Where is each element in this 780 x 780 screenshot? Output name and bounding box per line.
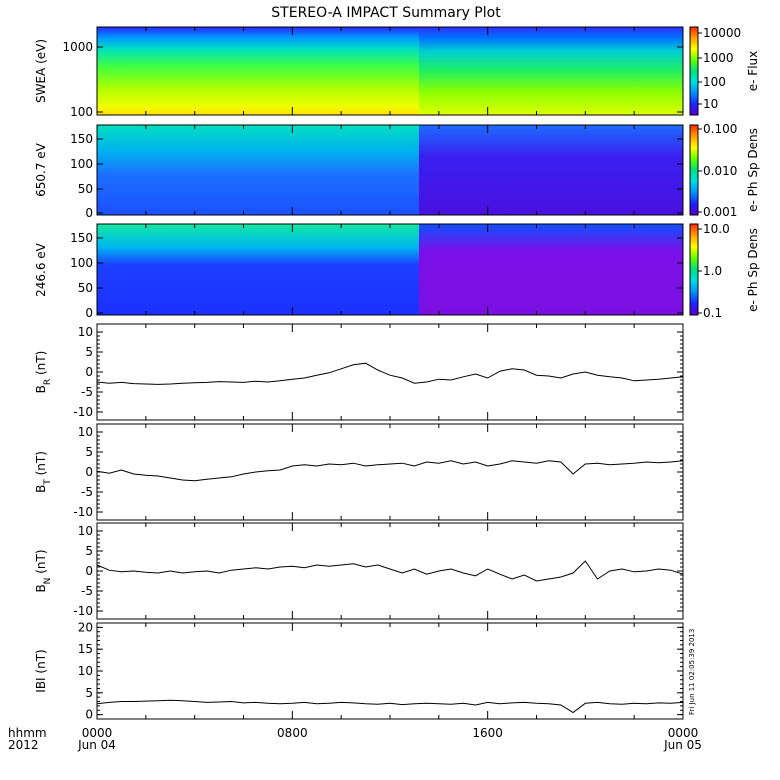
- ytick-label: 0: [85, 564, 93, 578]
- field-series-line: [96, 460, 684, 482]
- ytick-label: 10: [78, 524, 93, 538]
- line-panel-6: 20 15 10 5 0 IBI (nT): [34, 620, 684, 722]
- swea-heatmap-late: [419, 27, 683, 115]
- colorbar-tick-label: 0.001: [703, 205, 737, 219]
- pad650-ylabel: 650.7 eV: [34, 142, 48, 197]
- colorbar-tick-label: 0.100: [703, 122, 737, 136]
- line-panel-frame: [96, 323, 684, 421]
- ytick-label: -10: [73, 604, 93, 618]
- colorbar-tick-label: 10.0: [703, 222, 730, 236]
- pad246-colorbar: [689, 223, 699, 316]
- line-panel-5: 10 5 0 -5 -10 BN (nT): [34, 522, 684, 620]
- ytick-label: 10: [78, 425, 93, 439]
- line-panel-frame: [96, 522, 684, 620]
- colorbar-tick-label: 10000: [703, 26, 741, 40]
- pad246-heatmap-late: [419, 224, 683, 315]
- pad650-heatmap-early: [97, 125, 419, 215]
- ytick-label: -5: [81, 485, 93, 499]
- ytick-label: 0: [85, 306, 93, 320]
- ytick-label: 10: [78, 664, 93, 678]
- pad650-colorbar-ticks: 0.100 0.010 0.001: [698, 122, 737, 219]
- magnetic-field-panels: 10 5 0 -5 -10 BR (nT) 10 5 0 -5 -10 BT (nT) 10 5 0 -5 -1…: [34, 323, 684, 722]
- panel-pad-650: 150 100 50 0 650.7 eV 0.100 0.010 0.001 e- Ph…: [34, 122, 760, 220]
- hhmm-label: hhmm: [8, 726, 47, 740]
- pad650-colorbar: [689, 124, 699, 216]
- xtick-label: 1600: [472, 726, 503, 740]
- colorbar-tick-label: 0.1: [703, 306, 722, 320]
- ytick-label: 1000: [62, 40, 93, 54]
- ytick-label: 150: [70, 231, 93, 245]
- ytick-label: 0: [85, 206, 93, 220]
- xtick-label: 0800: [277, 726, 308, 740]
- pad246-ylabel: 246.6 eV: [34, 242, 48, 297]
- pad650-colorbar-label: e- Ph Sp Dens: [746, 128, 760, 212]
- field-series-line: [96, 699, 684, 714]
- colorbar-tick-label: 1.0: [703, 264, 722, 278]
- field-series-line: [96, 362, 684, 385]
- ytick-label: 0: [85, 365, 93, 379]
- ytick-label: 100: [70, 105, 93, 119]
- year-label: 2012: [8, 738, 39, 752]
- swea-yticks: 1000 100: [62, 40, 683, 119]
- panel-pad-246: 150 100 50 0 246.6 eV 10.0 1.0 0.1 e- Ph Sp D…: [34, 222, 760, 320]
- plot-title: STEREO-A IMPACT Summary Plot: [271, 5, 501, 21]
- ytick-label: 5: [85, 445, 93, 459]
- ytick-label: 50: [78, 182, 93, 196]
- ytick-label: 0: [85, 465, 93, 479]
- colorbar-tick-label: 0.010: [703, 164, 737, 178]
- xtick-label: 0000: [82, 726, 113, 740]
- swea-colorbar: [689, 26, 699, 116]
- pad650-yticks: 150 100 50 0: [70, 132, 683, 220]
- line-panel-frame: [96, 423, 684, 521]
- line-panel-frame: [96, 622, 684, 720]
- line-panel-3: 10 5 0 -5 -10 BR (nT): [34, 323, 684, 421]
- ytick-label: 150: [70, 132, 93, 146]
- swea-colorbar-label: e- Flux: [746, 51, 760, 91]
- swea-ylabel: SWEA (eV): [34, 39, 48, 103]
- colorbar-tick-label: 100: [703, 75, 726, 89]
- ytick-label: 10: [78, 325, 93, 339]
- line-panel-ylabel: BR (nT): [34, 351, 53, 394]
- xtick-label: 0000: [668, 726, 699, 740]
- ytick-label: 20: [78, 620, 93, 634]
- ytick-label: -5: [81, 584, 93, 598]
- ytick-label: 50: [78, 281, 93, 295]
- swea-heatmap-early: [97, 27, 419, 115]
- line-panel-ylabel: IBI (nT): [34, 649, 48, 692]
- ytick-label: 100: [70, 256, 93, 270]
- panel-swea: 1000 100 SWEA (eV) 10000 1000 100 10 e- Flux: [34, 26, 760, 119]
- date-end-label: Jun 05: [663, 738, 702, 752]
- ytick-label: 5: [85, 345, 93, 359]
- ytick-label: 5: [85, 544, 93, 558]
- ytick-label: 5: [85, 686, 93, 700]
- line-panel-ylabel: BN (nT): [34, 549, 53, 592]
- ytick-label: 100: [70, 157, 93, 171]
- line-panel-ylabel: BT (nT): [34, 451, 53, 493]
- ytick-label: -10: [73, 405, 93, 419]
- pad650-heatmap-late: [419, 125, 683, 215]
- ytick-label: 0: [85, 708, 93, 722]
- ytick-label: -5: [81, 385, 93, 399]
- pad246-colorbar-label: e- Ph Sp Dens: [746, 228, 760, 312]
- field-series-line: [96, 560, 684, 582]
- line-panel-4: 10 5 0 -5 -10 BT (nT): [34, 423, 684, 521]
- pad246-colorbar-ticks: 10.0 1.0 0.1: [698, 222, 730, 320]
- pad246-heatmap-early: [97, 224, 419, 315]
- date-start-label: Jun 04: [77, 738, 116, 752]
- ytick-label: 15: [78, 642, 93, 656]
- ytick-label: -10: [73, 505, 93, 519]
- time-axis: hhmm 2012 Jun 04 Jun 05 0000 0800 1600 0000: [8, 27, 702, 752]
- pad246-yticks: 150 100 50 0: [70, 231, 683, 320]
- colorbar-tick-label: 1000: [703, 51, 734, 65]
- colorbar-tick-label: 10: [703, 97, 718, 111]
- timestamp-stamp: Fri Jun 11 02:05:39 2013: [688, 629, 696, 715]
- swea-colorbar-ticks: 10000 1000 100 10: [698, 26, 741, 111]
